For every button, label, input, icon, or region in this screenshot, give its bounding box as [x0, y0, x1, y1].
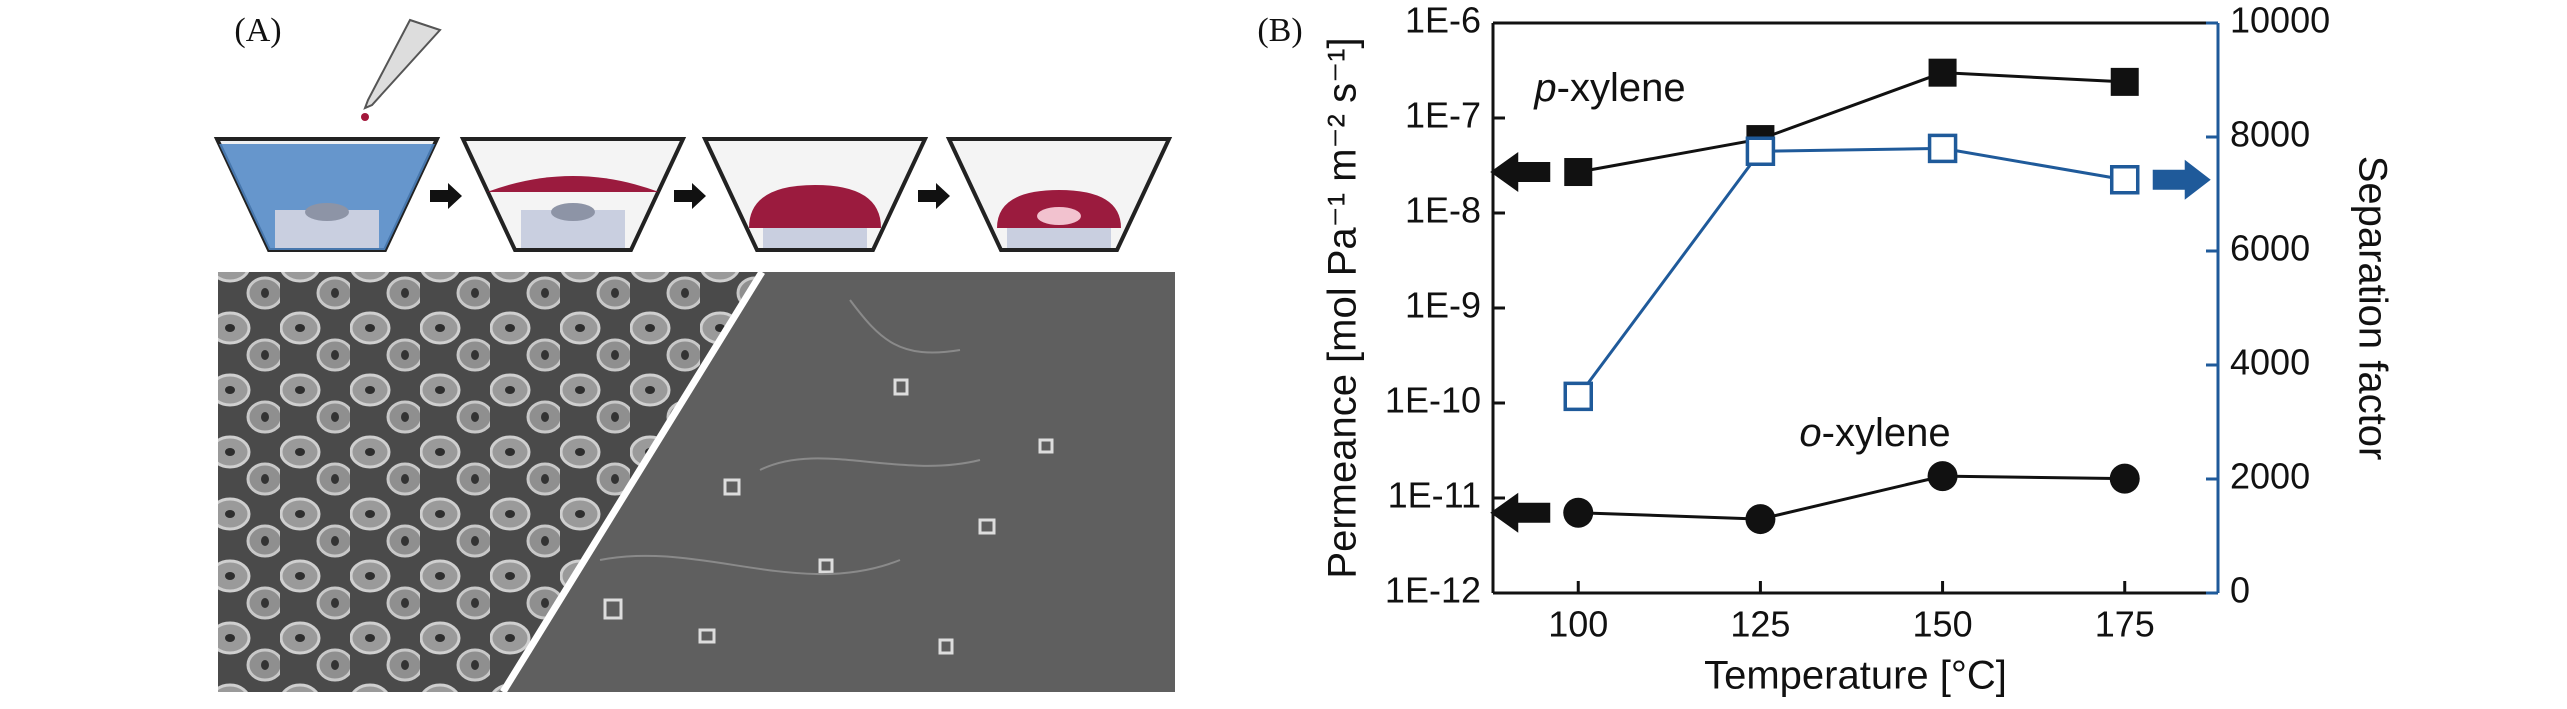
y-tick-label: 1E-6 — [1405, 0, 1481, 41]
marker — [1927, 133, 1958, 164]
y-tick-label: 1E-8 — [1405, 190, 1481, 231]
panel-label: (A) — [234, 12, 281, 49]
series-line — [1577, 146, 2125, 398]
y2-tick-label: 4000 — [2230, 342, 2310, 383]
y-tick-label: 1E-10 — [1385, 380, 1481, 421]
x-tick-label: 175 — [2095, 604, 2155, 645]
y-tick-label: 1E-9 — [1405, 285, 1481, 326]
annotation-italic: p — [1533, 66, 1556, 110]
x-tick-label: 125 — [1730, 604, 1790, 645]
series-annotation: p-xylene — [1533, 66, 1685, 110]
marker — [2110, 67, 2139, 96]
y-tick-label: 1E-12 — [1385, 570, 1481, 611]
marker — [1745, 136, 1776, 166]
annotation-rest: -xylene — [1822, 411, 1951, 455]
marker — [1564, 158, 1593, 187]
x-axis-title: Temperature [°C] — [1704, 654, 2007, 698]
panel-label: (B) — [1257, 12, 1302, 49]
y2-axis-title: Separation factor — [2350, 156, 2394, 461]
x-tick-label: 100 — [1548, 604, 1608, 645]
marker — [2109, 463, 2140, 494]
sem-image — [218, 270, 1175, 694]
marker — [1745, 504, 1776, 535]
axis-arrow — [1490, 492, 1551, 533]
y2-tick-label: 2000 — [2230, 456, 2310, 497]
y2-tick-label: 10000 — [2230, 0, 2330, 41]
process-cups — [213, 137, 1173, 252]
y-tick-label: 1E-7 — [1405, 95, 1481, 136]
y2-tick-label: 8000 — [2230, 114, 2310, 155]
marker — [1927, 461, 1958, 492]
marker — [1928, 58, 1957, 87]
y-axis-title: Permeance [mol Pa⁻¹ m⁻² s⁻¹] — [1321, 37, 1365, 578]
series-line — [1577, 71, 2125, 174]
marker — [2109, 165, 2140, 195]
annotation-italic: o — [1799, 411, 1821, 455]
y2-tick-label: 6000 — [2230, 228, 2310, 269]
marker — [1563, 381, 1594, 412]
y-tick-label: 1E-11 — [1388, 475, 1481, 516]
marker — [1563, 497, 1594, 528]
y2-tick-label: 0 — [2230, 570, 2250, 611]
axis-arrow — [1490, 152, 1551, 193]
axis-arrow — [2152, 159, 2211, 200]
annotation-rest: -xylene — [1557, 66, 1686, 110]
series-line — [1578, 474, 2125, 521]
series-annotation: o-xylene — [1799, 411, 1950, 455]
pipette — [361, 18, 442, 121]
x-tick-label: 150 — [1913, 604, 1973, 645]
